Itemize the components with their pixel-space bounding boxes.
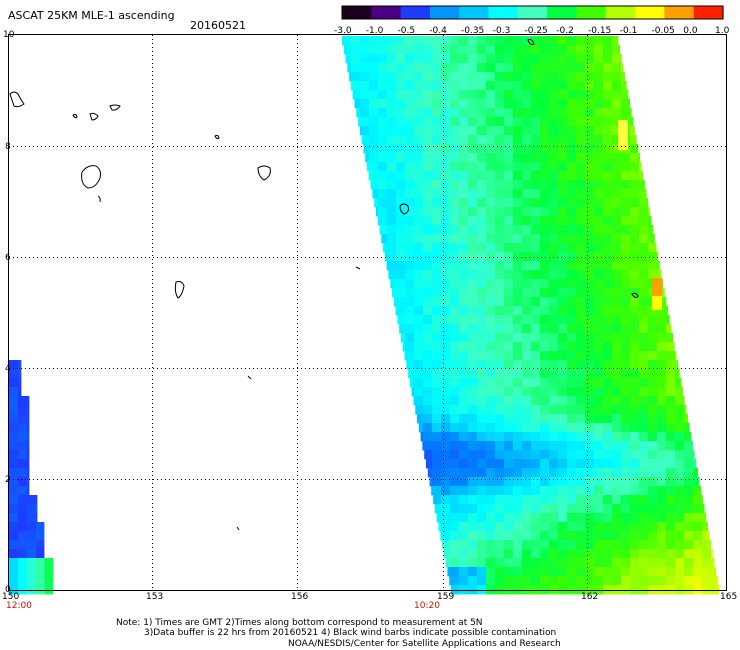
map-title: ASCAT 25KM MLE-1 ascending	[8, 9, 175, 22]
colorbar-segment	[605, 6, 636, 19]
colorbar-segment	[547, 6, 578, 19]
colorbar-segment	[693, 6, 724, 19]
island-outline	[399, 203, 409, 215]
colorbar-segment	[371, 6, 402, 19]
y-axis-tick-label: 6	[5, 253, 11, 263]
colorbar-segment	[576, 6, 607, 19]
colorbar-tick-label: -0.25	[524, 26, 548, 36]
colorbar-segment	[459, 6, 490, 19]
x-axis-tick-label: 156	[291, 592, 309, 602]
footer-note-line-1: Note: 1) Times are GMT 2)Times along bot…	[116, 618, 483, 628]
colorbar-tick-label: 1.0	[715, 26, 730, 36]
colorbar-tick-label: 0.0	[683, 26, 698, 36]
island-outline	[527, 39, 535, 45]
colorbar-tick-label: -0.3	[492, 26, 511, 36]
y-axis-tick-label: 8	[5, 142, 11, 152]
colorbar-segment	[664, 6, 695, 19]
colorbar-tick-label: -0.15	[588, 26, 612, 36]
x-axis-tick-label: 165	[720, 592, 738, 602]
colorbar-segment	[429, 6, 460, 19]
map-grid	[9, 35, 726, 590]
island-outline	[355, 266, 361, 270]
island-outline	[174, 281, 185, 299]
y-axis-tick-label: 0	[5, 585, 11, 595]
colorbar-segment	[342, 6, 372, 19]
island-outline	[89, 112, 99, 121]
y-axis-tick-label: 2	[5, 475, 11, 485]
y-axis-tick-label: 10	[3, 30, 15, 40]
colorbar-tick-label: -3.0	[334, 26, 352, 36]
colorbar-tick-label: -0.2	[556, 26, 574, 36]
swath-left-strip	[9, 360, 54, 595]
colorbar-tick-label: -0.35	[461, 26, 485, 36]
footer-note-line-3: NOAA/NESDIS/Center for Satellite Applica…	[288, 639, 561, 649]
time-label-start: 12:00	[6, 601, 32, 611]
time-label-mid: 10:20	[414, 601, 440, 611]
island-outline	[97, 195, 101, 203]
island-outline	[631, 292, 639, 299]
island-outline	[81, 165, 101, 189]
island-outline	[257, 165, 271, 181]
colorbar-segment	[635, 6, 665, 19]
colorbar	[341, 5, 724, 20]
colorbar-tick-label: -0.4	[429, 26, 447, 36]
island-outline	[236, 526, 240, 531]
colorbar-frame	[341, 5, 724, 20]
island-outline	[247, 375, 252, 380]
map-frame	[8, 34, 727, 591]
swath-main	[342, 36, 720, 595]
island-outline	[109, 104, 121, 111]
colorbar-segment	[488, 6, 519, 19]
footer-note-line-2: 3)Data buffer is 22 hrs from 20160521 4)…	[144, 628, 557, 638]
island-outline	[9, 91, 25, 108]
colorbar-segment	[400, 6, 431, 19]
colorbar-tick-label: -0.05	[651, 26, 675, 36]
map-date: 20160521	[190, 19, 246, 32]
colorbar-tick-label: -0.5	[397, 26, 416, 36]
colorbar-tick-label: -0.1	[619, 26, 638, 36]
island-outline	[72, 113, 78, 119]
x-axis-tick-label: 159	[437, 592, 455, 602]
x-axis-tick-label: 150	[2, 592, 20, 602]
island-outlines	[9, 39, 639, 531]
x-axis-tick-label: 162	[581, 592, 599, 602]
colorbar-tick-label: -1.0	[365, 26, 384, 36]
island-outline	[214, 134, 220, 140]
y-axis-tick-label: 4	[5, 364, 11, 374]
colorbar-segment	[517, 6, 548, 19]
x-axis-tick-label: 153	[146, 592, 164, 602]
